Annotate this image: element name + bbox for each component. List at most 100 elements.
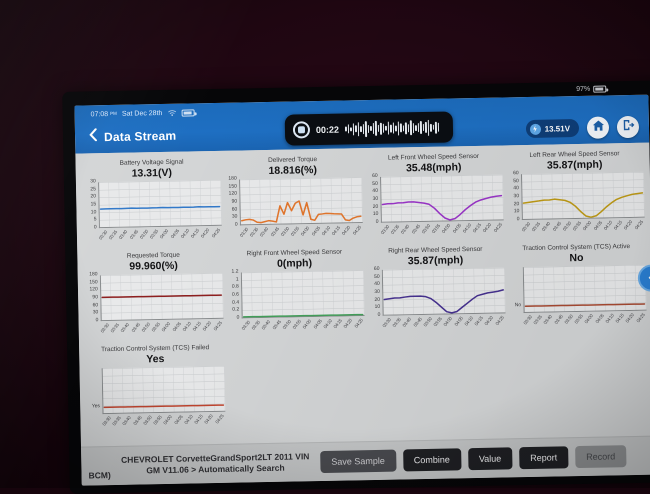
y-axis: Yes (87, 368, 103, 414)
y-tick-label: 40 (372, 188, 379, 195)
vehicle-voltage-value: 13.51V (544, 123, 571, 134)
lightning-icon (529, 123, 541, 135)
y-axis: 60 50 40 30 20 10 0 (506, 170, 522, 223)
chart-plot: 03:30 03:35 03:40 03:45 03:50 03:55 04:00 04:05… (239, 177, 363, 239)
y-axis: 60 50 40 30 20 10 0 (367, 265, 383, 318)
home-button[interactable] (586, 116, 610, 139)
chart-panel[interactable]: Requested Torque 99.960(%) 180 150 120 90 60… (84, 249, 224, 345)
chart-plot: 03:30 03:35 03:40 03:45 03:50 03:55 04:00 04:05… (98, 179, 222, 242)
status-date: Sat Dec 28th (121, 109, 163, 118)
y-tick-label: 40 (513, 185, 520, 192)
chart-panel[interactable]: Left Front Wheel Speed Sensor 35.48(mph)… (364, 150, 504, 246)
y-tick-label: 1 (235, 276, 239, 283)
y-tick-label: 25 (90, 185, 96, 193)
y-tick-label: 90 (231, 198, 238, 205)
stop-record-button[interactable] (292, 121, 311, 139)
y-tick-label: 0.4 (232, 299, 240, 306)
chart-plot: 03:30 03:35 03:40 03:45 03:50 03:55 04:00 04:05… (101, 365, 226, 428)
y-tick-label: 180 (89, 271, 98, 278)
y-tick-label: 120 (228, 190, 238, 198)
y-axis: 30 25 20 15 10 5 0 (83, 178, 99, 231)
y-tick-label: 50 (513, 177, 519, 184)
value-button[interactable]: Value (467, 447, 513, 471)
y-tick-label: 10 (513, 208, 520, 215)
chart-panel[interactable]: Traction Control System (TCS) Active No … (507, 241, 647, 337)
recording-widget: 00:22 (284, 111, 454, 146)
save-sample-button[interactable]: Save Sample (320, 449, 397, 474)
vehicle-info: CHEVROLET CorvetteGrandSport2LT 2011 VIN… (113, 451, 317, 478)
y-tick-label: 60 (513, 170, 519, 177)
chart-value: 35.48(mph) (405, 161, 462, 175)
chart-value: 0(mph) (276, 257, 313, 270)
x-axis: 03:30 03:35 03:40 03:45 03:50 03:55 04:00 04:05… (380, 221, 504, 236)
chart-plot: 03:30 03:35 03:40 03:45 03:50 03:55 04:00 04:05… (521, 171, 645, 234)
y-tick-label: 150 (89, 278, 98, 286)
chart-panel[interactable]: Left Rear Wheel Speed Sensor 35.87(mph) … (505, 148, 645, 244)
x-tick-label: 04:25 (635, 312, 646, 324)
x-tick-label: 04:25 (210, 227, 221, 239)
exit-button[interactable] (616, 115, 640, 139)
y-tick-label: 0 (516, 216, 520, 223)
x-axis: 03:30 03:35 03:40 03:45 03:50 03:55 04:00 04:05… (240, 317, 364, 332)
chart-value: Yes (146, 352, 165, 366)
y-tick-label: 150 (228, 183, 237, 190)
y-tick-label: 20 (374, 296, 381, 303)
chart-panel[interactable]: Right Front Wheel Speed Sensor 0(mph) 1.… (225, 246, 365, 342)
tablet-bezel: 97% 07:08 PM Sat Dec 28th Data Stream (62, 80, 650, 494)
y-tick-label: 15 (90, 201, 97, 208)
y-tick-label: 30 (90, 178, 96, 185)
clock-meridiem: PM (110, 110, 117, 116)
y-tick-label: 0.6 (231, 291, 239, 298)
scrolling-module-text: BCM) (88, 470, 111, 481)
back-button[interactable] (89, 128, 97, 146)
battery-icon (593, 85, 607, 93)
y-tick-label: 30 (92, 309, 99, 316)
chart-panel[interactable]: Right Rear Wheel Speed Sensor 35.87(mph)… (366, 243, 506, 339)
x-axis: 03:30 03:35 03:40 03:45 03:50 03:55 04:00 04:05… (239, 224, 363, 239)
record-button[interactable]: Record (575, 445, 627, 469)
x-tick-label: 04:25 (492, 221, 503, 234)
clock-time: 07:08 (90, 111, 109, 119)
chart-value: 35.87(mph) (546, 158, 603, 172)
app-bar: Data Stream 13.51V (75, 111, 650, 154)
chart-panel[interactable]: Delivered Torque 18.816(%) 180 150 120 90 60… (223, 153, 363, 249)
chart-value: 35.87(mph) (407, 254, 464, 268)
combine-button[interactable]: Combine (402, 448, 462, 472)
x-tick-label: 04:25 (353, 317, 364, 329)
chart-plot: 03:30 03:35 03:40 03:45 03:50 03:55 04:00 04:05… (99, 272, 224, 335)
chart-panel[interactable]: Traction Control System (TCS) Failed Yes… (86, 342, 226, 438)
chart-plot: 03:30 03:35 03:40 03:45 03:50 03:55 04:00 04:05… (380, 174, 504, 236)
page-title: Data Stream (103, 128, 177, 145)
x-axis: 03:30 03:35 03:40 03:45 03:50 03:55 04:00 04:05… (101, 413, 225, 428)
chart-value: 99.960(%) (129, 259, 178, 273)
y-tick-label: 30 (231, 213, 238, 221)
recording-timer: 00:22 (315, 124, 340, 135)
battery-icon (181, 109, 195, 117)
x-tick-label: 04:25 (494, 314, 505, 327)
vehicle-voltage-badge[interactable]: 13.51V (525, 118, 580, 139)
status-bar: 07:08 PM Sat Dec 28th (74, 95, 648, 122)
y-tick-label: 60 (92, 301, 99, 309)
y-tick-label: 20 (372, 203, 379, 210)
wifi-icon (167, 108, 176, 118)
y-tick-label: 60 (372, 172, 378, 179)
y-tick-label: 0 (236, 314, 240, 321)
y-tick-label: 30 (513, 193, 520, 200)
y-tick-label: 50 (373, 273, 380, 280)
y-tick-label: 1.2 (231, 268, 239, 275)
y-tick-label: 120 (89, 286, 98, 293)
y-axis: 1.2 1 0.8 0.6 0.4 0.2 0 (226, 268, 242, 321)
chart-plot: 03:30 03:35 03:40 03:45 03:50 03:55 04:00 04:05… (381, 267, 506, 329)
y-tick-label: 180 (228, 175, 237, 182)
y-tick-label: 20 (90, 193, 97, 200)
y-tick-label: 0.2 (232, 306, 240, 314)
system-battery-percent: 97% (576, 85, 591, 94)
chart-value: 13.31(V) (131, 166, 173, 180)
system-battery-status: 97% (576, 82, 607, 96)
chart-panel[interactable]: Battery Voltage Signal 13.31(V) 30 25 20 15… (82, 156, 222, 252)
y-tick-label: 60 (373, 265, 380, 272)
x-tick-label: 04:25 (212, 320, 223, 332)
report-button[interactable]: Report (519, 446, 569, 470)
y-tick-label: 0 (93, 224, 97, 231)
y-tick-label: 30 (372, 195, 379, 202)
